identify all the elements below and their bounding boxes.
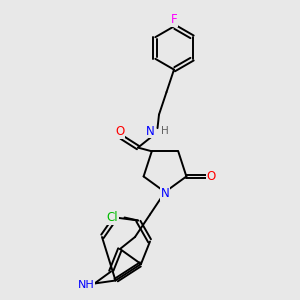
Text: Cl: Cl [107, 211, 118, 224]
Text: F: F [171, 13, 177, 26]
Text: N: N [146, 124, 155, 138]
Text: NH: NH [78, 280, 94, 290]
Text: O: O [116, 125, 124, 138]
Text: H: H [160, 126, 168, 136]
Text: O: O [207, 170, 216, 183]
Text: N: N [160, 187, 169, 200]
